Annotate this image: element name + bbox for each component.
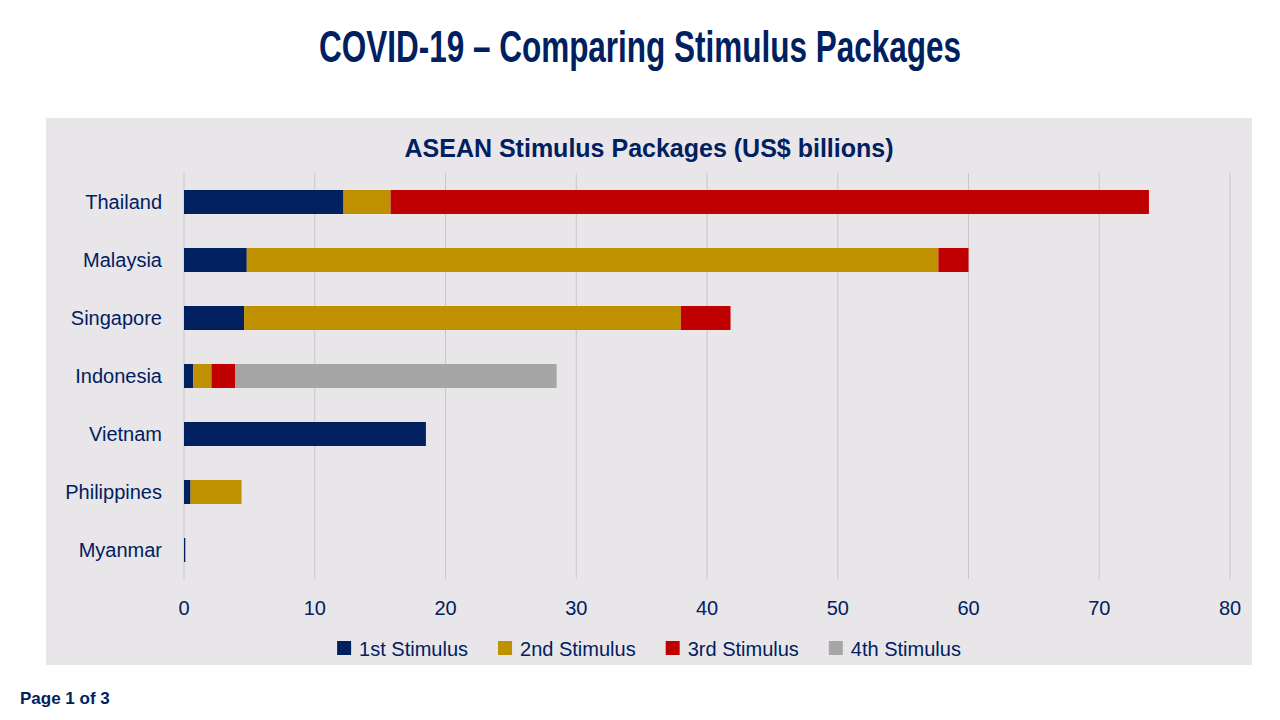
category-label: Indonesia bbox=[75, 365, 163, 387]
bar bbox=[184, 248, 247, 272]
grid-line bbox=[707, 173, 708, 579]
bar bbox=[184, 306, 244, 330]
category-label: Vietnam bbox=[89, 423, 162, 445]
bar bbox=[184, 422, 426, 446]
bar bbox=[191, 480, 242, 504]
tick-label: 50 bbox=[827, 597, 849, 619]
legend-swatch bbox=[666, 641, 680, 655]
bar bbox=[211, 364, 235, 388]
bar bbox=[184, 538, 185, 562]
bar bbox=[184, 480, 191, 504]
category-label: Thailand bbox=[85, 191, 162, 213]
tick-label: 70 bbox=[1088, 597, 1110, 619]
tick-label: 30 bbox=[565, 597, 587, 619]
grid-line bbox=[1230, 173, 1231, 579]
tick-label: 40 bbox=[696, 597, 718, 619]
tick-label: 10 bbox=[304, 597, 326, 619]
bar bbox=[184, 190, 344, 214]
bar bbox=[938, 248, 968, 272]
page-title: COVID-19 – Comparing Stimulus Packages bbox=[319, 22, 961, 71]
legend-label: 1st Stimulus bbox=[359, 638, 468, 660]
category-label: Singapore bbox=[71, 307, 162, 329]
tick-label: 0 bbox=[178, 597, 189, 619]
legend-swatch bbox=[498, 641, 512, 655]
chart-panel bbox=[46, 118, 1252, 665]
bar bbox=[391, 190, 1149, 214]
grid-line bbox=[968, 173, 969, 579]
bar bbox=[235, 364, 557, 388]
legend-label: 2nd Stimulus bbox=[520, 638, 636, 660]
legend-swatch bbox=[829, 641, 843, 655]
bar bbox=[184, 364, 193, 388]
category-label: Myanmar bbox=[79, 539, 163, 561]
chart-svg: COVID-19 – Comparing Stimulus Packages AS… bbox=[0, 0, 1280, 720]
chart-title: ASEAN Stimulus Packages (US$ billions) bbox=[404, 134, 893, 162]
grid-line bbox=[576, 173, 577, 579]
bar bbox=[193, 364, 211, 388]
bar bbox=[344, 190, 391, 214]
tick-label: 20 bbox=[434, 597, 456, 619]
bar bbox=[681, 306, 731, 330]
category-label: Philippines bbox=[65, 481, 162, 503]
bar bbox=[244, 306, 681, 330]
bar bbox=[247, 248, 939, 272]
grid-line bbox=[837, 173, 838, 579]
page-footer: Page 1 of 3 bbox=[20, 689, 110, 708]
legend: 1st Stimulus 2nd Stimulus 3rd Stimulus 4th … bbox=[337, 638, 961, 660]
legend-label: 3rd Stimulus bbox=[688, 638, 799, 660]
legend-swatch bbox=[337, 641, 351, 655]
tick-label: 80 bbox=[1219, 597, 1241, 619]
category-label: Malaysia bbox=[83, 249, 163, 271]
legend-label: 4th Stimulus bbox=[851, 638, 961, 660]
tick-label: 60 bbox=[957, 597, 979, 619]
grid-line bbox=[1099, 173, 1100, 579]
bars bbox=[184, 190, 1149, 562]
